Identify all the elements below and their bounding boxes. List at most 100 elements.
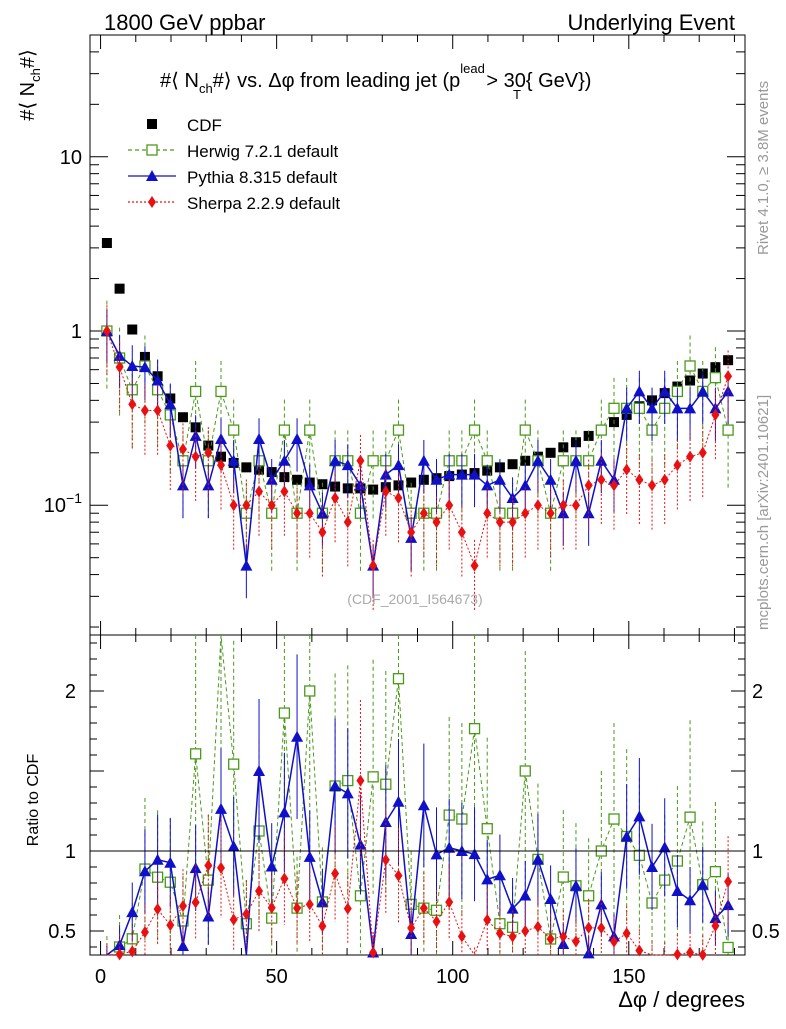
pythia-ratio-point: [430, 848, 443, 860]
sherpa-ratio-point: [242, 908, 251, 921]
pythia-ratio-point: [189, 862, 202, 874]
ratio-tick-label-right: 1: [752, 841, 763, 863]
sherpa-ratio-point: [369, 946, 378, 959]
y-tick-label: 10−1: [44, 490, 82, 517]
title-sub-ch: ch: [199, 81, 213, 96]
sherpa-point: [483, 507, 492, 520]
pythia-ratio-point: [506, 902, 519, 914]
y-axis-label-suffix: #⟩: [17, 49, 39, 68]
sherpa-point: [635, 473, 644, 486]
herwig-ratio-point: [684, 811, 696, 823]
herwig-point: [722, 424, 734, 436]
herwig-ratio-point: [304, 685, 316, 697]
y-axis-label-prefix: #⟨ N: [17, 82, 39, 121]
pythia-ratio-point: [265, 860, 278, 872]
herwig-point: [189, 385, 202, 398]
pythia-ratio-point: [303, 850, 316, 862]
pythia-ratio-point: [253, 765, 266, 776]
pythia-point: [569, 454, 582, 466]
pythia-point: [151, 374, 164, 386]
sherpa-point: [229, 499, 238, 512]
sherpa-ratio-point: [711, 919, 720, 932]
sherpa-line: [106, 330, 729, 568]
sherpa-ratio-point: [546, 933, 555, 945]
ratio-tick-label: 1: [65, 841, 76, 863]
pythia-ratio-point: [671, 885, 684, 896]
sherpa-point: [546, 507, 555, 520]
sherpa-ratio-point: [457, 930, 466, 943]
pythia-point: [138, 361, 151, 373]
cdf-point: [101, 238, 112, 249]
ratio-tick-label-right: 0.5: [752, 921, 780, 943]
sherpa-point: [115, 361, 124, 374]
pythia-ratio-point: [379, 816, 392, 828]
herwig-ratio-point: [608, 813, 620, 825]
sherpa-point: [622, 463, 631, 476]
sherpa-point: [432, 516, 441, 529]
y-tick-exp: −1: [66, 490, 82, 506]
sherpa-ratio-point: [191, 896, 200, 909]
cdf-point: [406, 477, 417, 488]
sherpa-point: [204, 446, 213, 459]
herwig-point: [468, 424, 481, 436]
sherpa-point: [128, 398, 137, 411]
sherpa-ratio-point: [495, 927, 504, 940]
herwig-ratio-point: [709, 865, 722, 878]
sherpa-point: [102, 325, 111, 338]
pythia-point: [696, 385, 709, 397]
pythia-ratio-point: [392, 795, 405, 807]
cdf-point: [241, 462, 252, 473]
pythia-ratio-point: [468, 848, 481, 860]
sherpa-point: [660, 473, 669, 486]
pythia-ratio-point: [569, 879, 582, 891]
pythia-point: [240, 559, 253, 571]
sherpa-point: [648, 479, 657, 492]
herwig-point: [215, 385, 227, 398]
sherpa-point: [571, 499, 580, 512]
herwig-point: [228, 424, 240, 436]
sherpa-ratio-point: [635, 944, 644, 957]
sherpa-ratio-point: [115, 948, 124, 961]
sherpa-point: [533, 499, 542, 512]
pythia-point: [392, 459, 405, 471]
herwig-ratio-point: [228, 758, 240, 770]
sherpa-ratio-point: [178, 900, 187, 912]
pythia-ratio-point: [417, 799, 430, 811]
sherpa-point: [419, 507, 428, 520]
y-tick-label: 1: [71, 321, 82, 343]
sherpa-ratio-point: [622, 927, 631, 940]
herwig-ratio-point: [392, 673, 405, 685]
pythia-ratio-point: [126, 906, 139, 918]
sherpa-point: [445, 499, 454, 512]
herwig-point: [392, 424, 405, 436]
pythia-ratio-line: [106, 736, 729, 956]
legend-marker: [147, 119, 157, 129]
sherpa-point: [140, 404, 149, 417]
legend-marker: [146, 170, 158, 181]
sherpa-ratio-point: [419, 902, 428, 915]
y-tick-base: 10: [44, 495, 66, 517]
herwig-point: [557, 455, 569, 467]
pythia-point: [430, 473, 443, 485]
sherpa-point: [280, 485, 289, 498]
x-tick-label: 50: [266, 966, 288, 988]
sherpa-ratio-point: [267, 901, 276, 914]
y-axis-label-sub: ch: [28, 68, 43, 82]
header-left: 1800 GeV ppbar: [104, 10, 265, 35]
sherpa-ratio-point: [597, 922, 606, 935]
sherpa-point: [242, 499, 251, 512]
sherpa-ratio-point: [533, 920, 542, 933]
mcplots-text: mcplots.cern.ch [arXiv:2401.10621]: [755, 395, 772, 630]
pythia-ratio-point: [646, 861, 659, 872]
pythia-point: [278, 454, 291, 466]
pythia-ratio-point: [215, 802, 227, 814]
sherpa-point: [394, 492, 403, 505]
x-tick-label: 150: [612, 966, 645, 988]
herwig-ratio-point: [278, 707, 291, 719]
axis-ticks: [90, 34, 745, 955]
sherpa-ratio-point: [724, 875, 733, 888]
legend-label: Herwig 7.2.1 default: [187, 142, 338, 161]
pythia-point: [443, 468, 456, 480]
ratio-tick-label: 0.5: [48, 921, 76, 943]
sherpa-ratio-point: [356, 774, 365, 787]
